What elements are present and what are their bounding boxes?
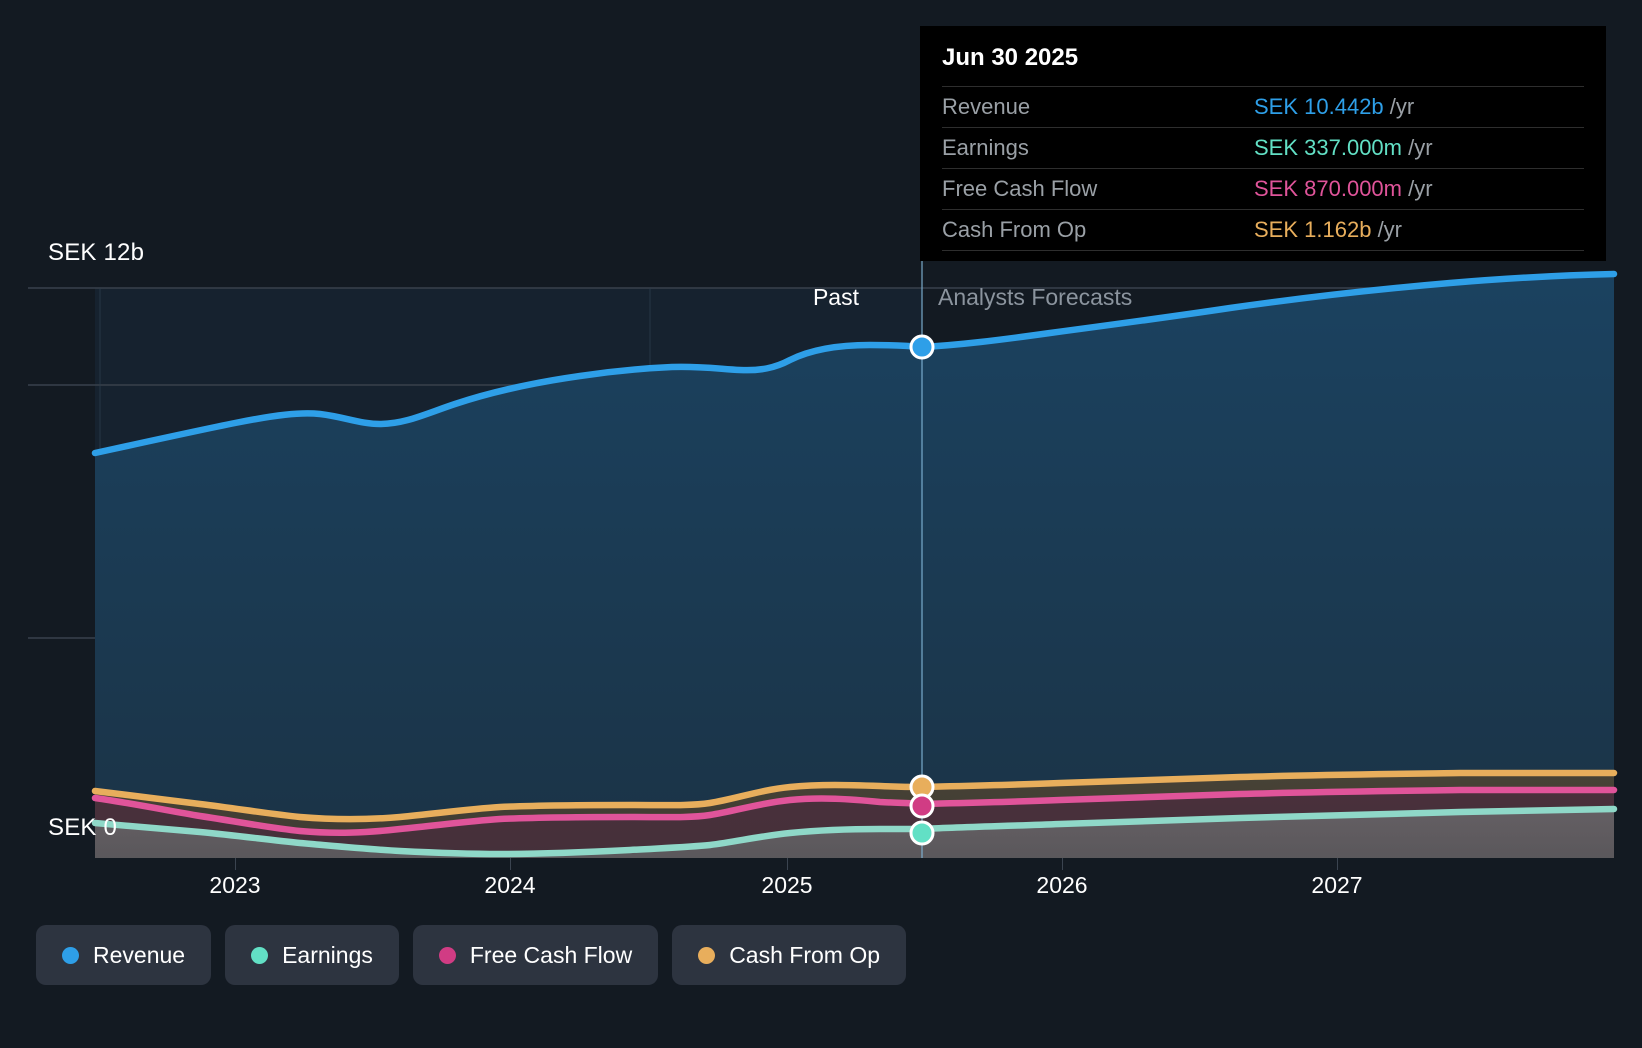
tooltip-period: /yr xyxy=(1389,94,1415,119)
x-axis-label-2023: 2023 xyxy=(209,872,261,898)
x-tick xyxy=(510,858,511,870)
tooltip-row-free-cash-flow: Free Cash Flow SEK 870.000m /yr xyxy=(942,168,1584,209)
free-cash-flow-color-dot xyxy=(438,946,456,964)
free-cash-flow-marker xyxy=(909,793,935,819)
tooltip-value: SEK 337.000m /yr xyxy=(1254,135,1584,161)
x-tick xyxy=(1062,858,1063,870)
legend-label: Earnings xyxy=(282,941,373,968)
tooltip-amount: SEK 1.162b xyxy=(1254,217,1372,242)
tooltip-period: /yr xyxy=(1408,135,1433,160)
tooltip-period: /yr xyxy=(1377,217,1403,242)
tooltip-value: SEK 10.442b /yr xyxy=(1254,94,1584,120)
tooltip-row-cash-from-op: Cash From Op SEK 1.162b /yr xyxy=(942,209,1584,250)
legend-label: Cash From Op xyxy=(729,941,881,968)
legend-item-revenue[interactable]: Revenue xyxy=(36,925,212,985)
tooltip-amount: SEK 10.442b xyxy=(1254,94,1384,119)
x-axis: 2023 2024 2025 2026 2027 xyxy=(0,858,1642,900)
legend-item-free-cash-flow[interactable]: Free Cash Flow xyxy=(412,925,659,985)
cash-from-op-line xyxy=(91,769,1618,823)
chart-canvas xyxy=(28,230,1618,858)
tooltip-row-earnings: Earnings SEK 337.000m /yr xyxy=(942,127,1584,168)
tooltip-label: Revenue xyxy=(942,94,1031,119)
free-cash-flow-line xyxy=(91,786,1618,836)
tooltip-amount: SEK 870.000m xyxy=(1254,176,1402,201)
tooltip-value: SEK 870.000m /yr xyxy=(1254,176,1584,202)
x-tick xyxy=(1337,858,1338,870)
tooltip-label: Cash From Op xyxy=(942,217,1087,242)
legend-label: Free Cash Flow xyxy=(469,941,633,968)
x-tick xyxy=(235,858,236,870)
earnings-marker xyxy=(909,820,935,846)
earnings-line xyxy=(91,805,1618,858)
tooltip-bottom-rule xyxy=(942,250,1584,251)
tooltip-label: Free Cash Flow xyxy=(942,176,1098,201)
x-tick xyxy=(787,858,788,870)
x-axis-label-2027: 2027 xyxy=(1311,872,1363,898)
past-label: Past xyxy=(812,284,859,310)
plot-area: SEK 12b SEK 0 Past Analysts Forecasts xyxy=(28,230,1618,858)
revenue-line xyxy=(91,270,1618,457)
x-axis-label-2025: 2025 xyxy=(761,872,813,898)
tooltip-label: Earnings xyxy=(942,135,1029,160)
chart-legend: Revenue Earnings Free Cash Flow Cash Fro… xyxy=(36,925,907,985)
tooltip-date: Jun 30 2025 xyxy=(942,44,1079,71)
revenue-color-dot xyxy=(62,946,79,964)
tooltip-period: /yr xyxy=(1408,176,1433,201)
legend-item-cash-from-op[interactable]: Cash From Op xyxy=(672,925,907,985)
cash-from-op-color-dot xyxy=(698,946,716,964)
x-axis-label-2024: 2024 xyxy=(484,872,536,898)
analysts-forecasts-label: Analysts Forecasts xyxy=(938,284,1133,310)
tooltip-amount: SEK 337.000m xyxy=(1254,135,1402,160)
revenue-area xyxy=(95,274,1614,858)
data-tooltip: Jun 30 2025 Revenue SEK 10.442b /yr Earn… xyxy=(920,26,1606,261)
earnings-color-dot xyxy=(251,946,269,964)
revenue-marker xyxy=(909,334,935,360)
tooltip-row-revenue: Revenue SEK 10.442b /yr xyxy=(942,86,1584,127)
legend-item-earnings[interactable]: Earnings xyxy=(225,925,399,985)
tooltip-value: SEK 1.162b /yr xyxy=(1254,217,1584,243)
legend-label: Revenue xyxy=(93,941,186,968)
x-axis-label-2026: 2026 xyxy=(1036,872,1088,898)
